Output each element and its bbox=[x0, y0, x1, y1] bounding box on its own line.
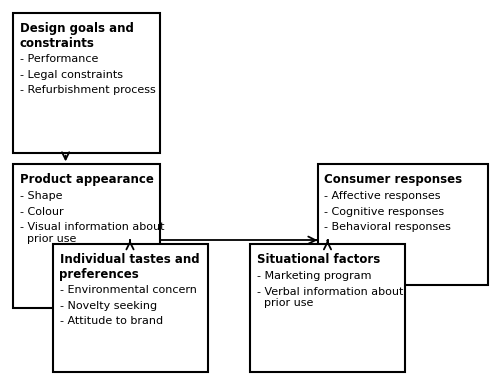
Text: - Verbal information about
  prior use: - Verbal information about prior use bbox=[257, 287, 404, 309]
Text: - Marketing program: - Marketing program bbox=[257, 271, 372, 281]
Text: - Shape: - Shape bbox=[20, 191, 62, 201]
Text: - Cognitive responses: - Cognitive responses bbox=[324, 207, 444, 217]
Text: - Attitude to brand: - Attitude to brand bbox=[60, 316, 162, 326]
Text: - Behavioral responses: - Behavioral responses bbox=[324, 222, 452, 232]
Bar bbox=[318, 164, 488, 285]
Text: - Performance: - Performance bbox=[20, 54, 98, 64]
Text: - Refurbishment process: - Refurbishment process bbox=[20, 85, 155, 95]
Bar bbox=[250, 244, 405, 372]
Bar bbox=[52, 244, 208, 372]
Text: Design goals and
constraints: Design goals and constraints bbox=[20, 22, 134, 50]
Text: - Colour: - Colour bbox=[20, 207, 63, 217]
Text: - Environmental concern: - Environmental concern bbox=[60, 285, 196, 295]
Text: - Novelty seeking: - Novelty seeking bbox=[60, 301, 156, 311]
Text: - Legal constraints: - Legal constraints bbox=[20, 70, 122, 79]
Text: - Affective responses: - Affective responses bbox=[324, 191, 441, 201]
Text: - Visual information about
  prior use: - Visual information about prior use bbox=[20, 222, 164, 244]
Text: Product appearance: Product appearance bbox=[20, 173, 154, 186]
Text: Consumer responses: Consumer responses bbox=[324, 173, 462, 186]
Bar bbox=[12, 164, 160, 308]
Text: Individual tastes and
preferences: Individual tastes and preferences bbox=[60, 253, 199, 281]
Text: Situational factors: Situational factors bbox=[257, 253, 380, 266]
Bar bbox=[12, 13, 160, 153]
